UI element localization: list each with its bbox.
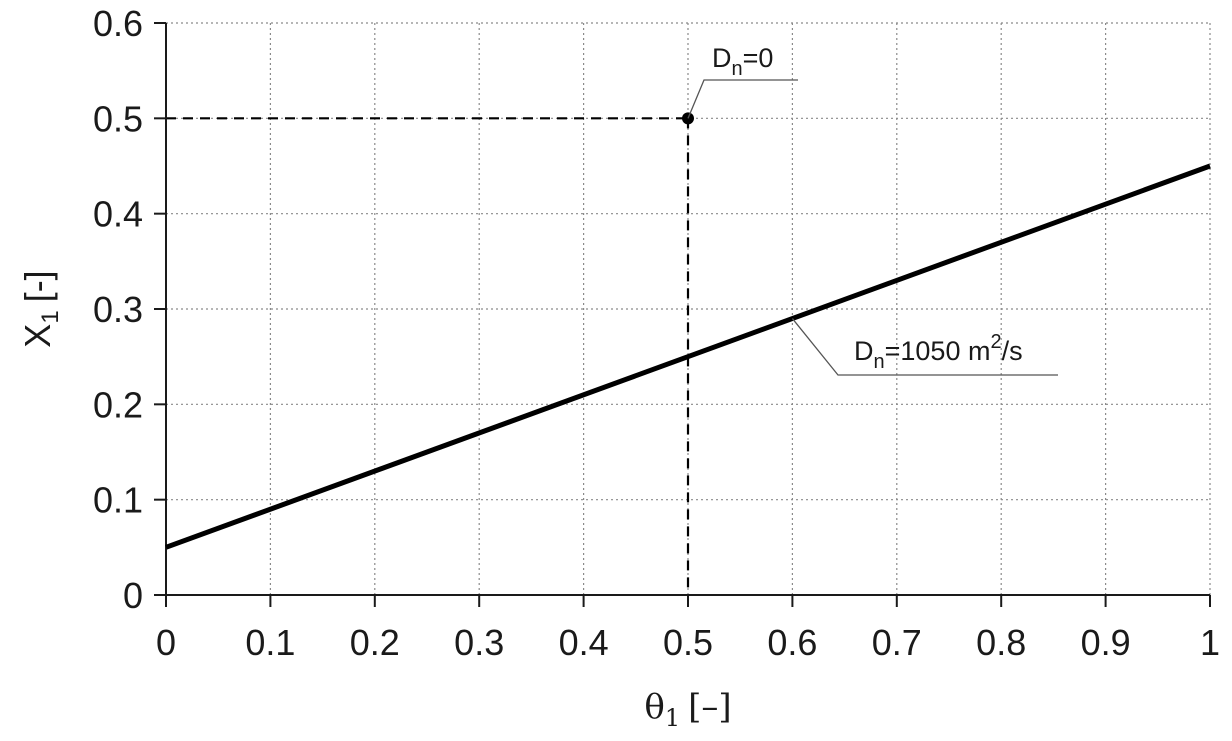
annotation-line-label-superscript: 2 — [990, 331, 1001, 353]
x-tick-labels: 0 0.1 0.2 0.3 0.4 0.5 0.6 0.7 0.8 0.9 1 — [156, 622, 1220, 663]
guide-lines — [166, 117, 690, 595]
y-tick-label: 0.3 — [93, 289, 143, 330]
x-tick-label: 0.6 — [767, 622, 817, 663]
annotation-point-label-base: D — [712, 43, 732, 73]
x-axis-subscript: 1 — [665, 704, 680, 732]
x-tick-label: 0.9 — [1081, 622, 1131, 663]
y-axis-label: X1 [-] — [17, 270, 64, 347]
x-tick-label: 0.2 — [350, 622, 400, 663]
x-axis-symbol: θ — [644, 687, 664, 727]
annotation-line-label-text: =1050 m — [885, 336, 991, 366]
annotation-line-label-tail: /s — [1002, 336, 1023, 366]
annotation-leader — [687, 79, 798, 119]
x-tick-label: 0.3 — [454, 622, 504, 663]
annotation-leader — [791, 318, 1058, 376]
x-axis-label: θ1 [–] — [644, 687, 731, 732]
y-tick-label: 0.6 — [93, 3, 143, 44]
y-tick-label: 0.2 — [93, 384, 143, 425]
y-axis-symbol: X — [17, 324, 58, 348]
x-tick-label: 0.8 — [976, 622, 1026, 663]
y-tick-labels: 0 0.1 0.2 0.3 0.4 0.5 0.6 — [93, 3, 143, 616]
annotation-point-label: Dn=0 — [712, 43, 773, 80]
x-tick-label: 0.1 — [245, 622, 295, 663]
x-tick-label: 0.4 — [559, 622, 609, 663]
x-tick-label: 1 — [1200, 622, 1220, 663]
axes — [154, 22, 1211, 607]
y-axis-subscript: 1 — [37, 310, 64, 323]
x-tick-label: 0 — [156, 622, 176, 663]
y-axis-unit: [-] — [17, 270, 58, 302]
annotation-line-label-base: D — [854, 336, 874, 366]
annotation-point-label-subscript: n — [732, 58, 743, 80]
annotation-line-label: Dn=1050 m2/s — [854, 331, 1023, 373]
x-axis-unit: [–] — [688, 687, 732, 727]
annotation-point-label-text: =0 — [743, 43, 774, 73]
y-tick-label: 0 — [123, 575, 143, 616]
x-tick-label: 0.5 — [663, 622, 713, 663]
series-line — [165, 163, 1211, 550]
annotations: Dn=0Dn=1050 m2/s — [687, 43, 1058, 376]
y-tick-label: 0.4 — [93, 194, 143, 235]
annotation-line-label-subscript: n — [874, 351, 885, 373]
x-tick-label: 0.7 — [872, 622, 922, 663]
y-tick-label: 0.1 — [93, 480, 143, 521]
y-tick-label: 0.5 — [93, 98, 143, 139]
